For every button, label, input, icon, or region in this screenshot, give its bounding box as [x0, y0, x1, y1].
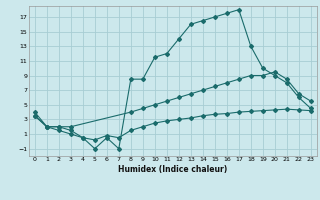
X-axis label: Humidex (Indice chaleur): Humidex (Indice chaleur)	[118, 165, 228, 174]
